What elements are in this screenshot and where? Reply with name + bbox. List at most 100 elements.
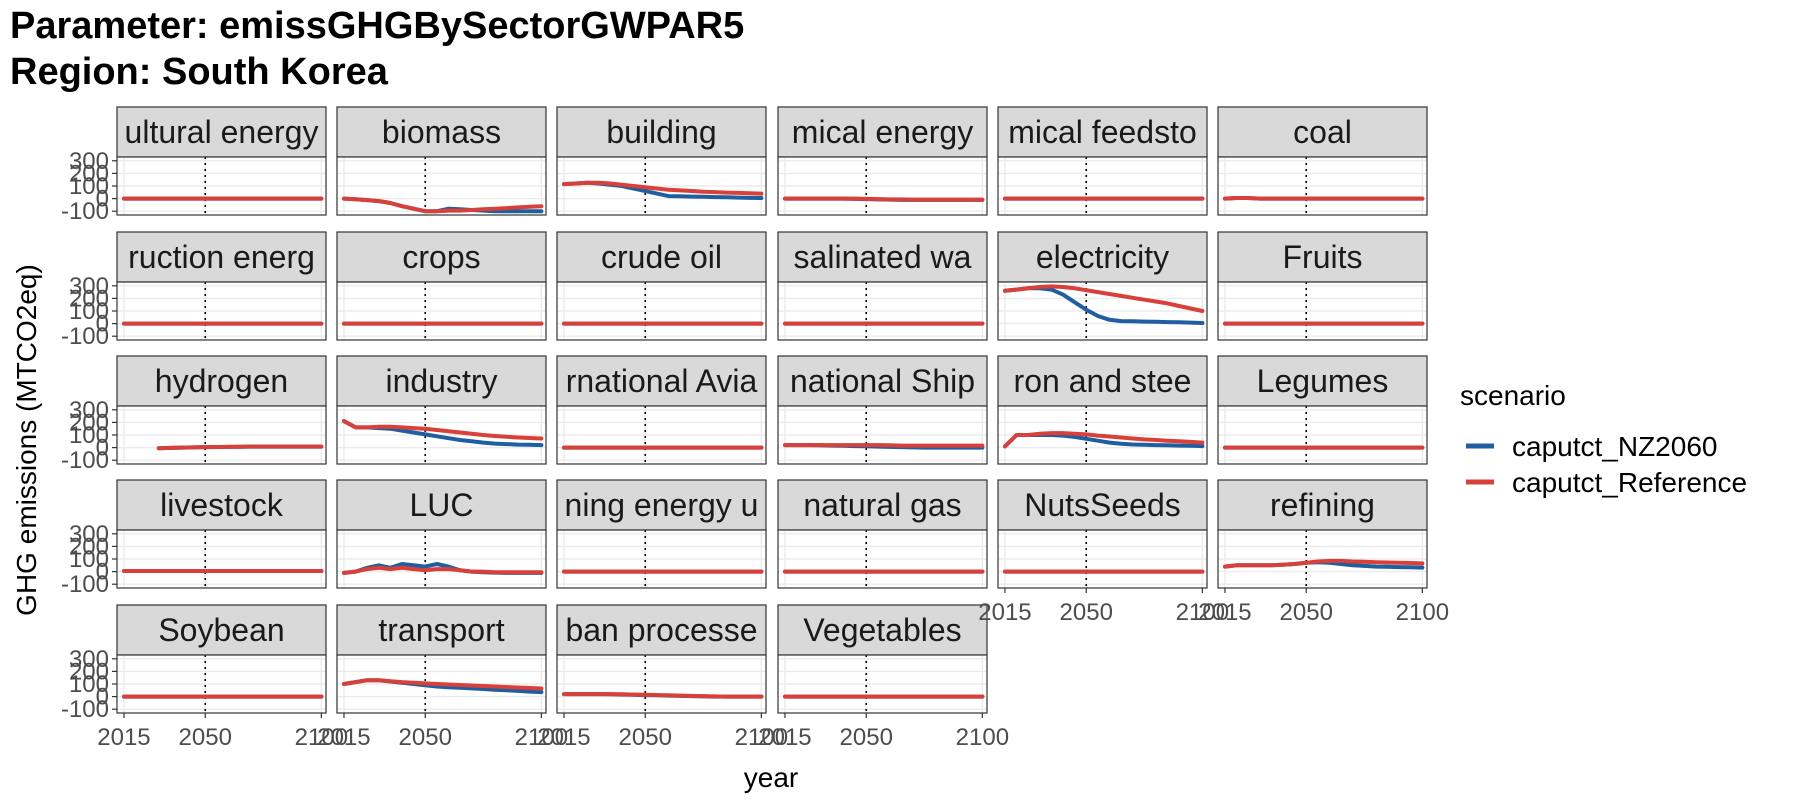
- series-line: [342, 565, 544, 575]
- plot-panel-border: [336, 654, 547, 714]
- y-tick-label: 100: [69, 422, 109, 449]
- x-tick-label: 2100: [1176, 599, 1229, 626]
- facet-panel: mical feedsto: [997, 106, 1208, 216]
- facet-panel: natural gas: [777, 479, 988, 589]
- facet-strip: [116, 479, 327, 531]
- facet-panel: crops: [336, 231, 547, 341]
- facet-panel: ning energy u: [556, 479, 767, 589]
- y-axis-title: GHG emissions (MTCO2eq): [11, 264, 42, 616]
- legend-label: caputct_NZ2060: [1512, 431, 1717, 462]
- plot-panel-border: [997, 281, 1208, 341]
- series-line: [1223, 196, 1425, 201]
- y-tick-label: -100: [61, 198, 109, 225]
- facet-strip-label: electricity: [1036, 239, 1169, 275]
- x-tick-label: 2015: [978, 599, 1031, 626]
- x-tick-label: 2100: [295, 724, 348, 751]
- x-tick-label: 2050: [399, 724, 452, 751]
- x-tick-label: 2050: [840, 724, 893, 751]
- plot-panel-border: [336, 281, 547, 341]
- facet-panel: LUC: [336, 479, 547, 589]
- facet-panel: NutsSeeds: [997, 479, 1208, 589]
- facet-panel: national Ship: [777, 355, 988, 465]
- legend-label: caputct_Reference: [1512, 467, 1747, 498]
- facet-strip-label: natural gas: [803, 487, 961, 523]
- facet-strip: [116, 604, 327, 656]
- y-tick-label: 0: [96, 559, 109, 586]
- facet-strip: [336, 231, 547, 283]
- facet-strip-label: biomass: [382, 114, 501, 150]
- y-tick-label: 100: [69, 671, 109, 698]
- plot-panel-border: [336, 156, 547, 216]
- x-tick-label: 2100: [515, 724, 568, 751]
- y-tick-label: 300: [69, 521, 109, 548]
- series-line: [783, 196, 985, 202]
- plot-panel-border: [556, 405, 767, 465]
- chart-title-line1: Parameter: emissGHGBySectorGWPAR5: [10, 5, 744, 47]
- x-tick-label: 2050: [1060, 599, 1113, 626]
- facet-panel: rnational Avia: [556, 355, 767, 465]
- facet-strip-label: Fruits: [1283, 239, 1363, 275]
- facet-strip-label: industry: [385, 363, 497, 399]
- legend-title: scenario: [1460, 380, 1566, 411]
- plot-panel-border: [556, 654, 767, 714]
- y-tick-label: 0: [96, 186, 109, 213]
- facet-strip-label: ruction energ: [128, 239, 315, 275]
- facet-strip-label: coal: [1293, 114, 1352, 150]
- plot-panel-border: [556, 529, 767, 589]
- facet-strip: [336, 355, 547, 407]
- plot-panel-border: [777, 529, 988, 589]
- y-tick-label: 200: [69, 160, 109, 187]
- facet-strip-label: transport: [378, 612, 504, 648]
- plot-panel-border: [997, 156, 1208, 216]
- facet-strip: [1217, 106, 1428, 158]
- y-tick-label: -100: [61, 696, 109, 723]
- facet-strip: [116, 231, 327, 283]
- plot-panel-border: [556, 281, 767, 341]
- y-tick-label: 100: [69, 298, 109, 325]
- facet-strip: [1217, 231, 1428, 283]
- series-line: [1223, 558, 1425, 569]
- x-tick-label: 2015: [537, 724, 590, 751]
- facet-panel: electricity: [997, 231, 1208, 341]
- facet-panel: industry: [336, 355, 547, 465]
- plot-panel-border: [997, 405, 1208, 465]
- facet-strip: [336, 479, 547, 531]
- plot-panel-border: [1217, 156, 1428, 216]
- facet-strip: [556, 106, 767, 158]
- facet-strip-label: hydrogen: [155, 363, 288, 399]
- y-tick-label: 300: [69, 646, 109, 673]
- facet-panel: refining: [1217, 479, 1428, 589]
- legend: scenario caputct_NZ2060 caputct_Reference: [1460, 380, 1747, 498]
- x-tick-label: 2015: [317, 724, 370, 751]
- facet-strip: [556, 604, 767, 656]
- facet-strip-label: salinated wa: [794, 239, 972, 275]
- y-tick-label: 0: [96, 435, 109, 462]
- plot-panel-border: [777, 405, 988, 465]
- y-tick-label: -100: [61, 447, 109, 474]
- facet-panel: Legumes: [1217, 355, 1428, 465]
- facet-panel: salinated wa: [777, 231, 988, 341]
- series-line: [342, 419, 544, 441]
- facet-strip: [1217, 355, 1428, 407]
- facet-strip: [336, 604, 547, 656]
- y-tick-label: 100: [69, 546, 109, 573]
- facet-strip: [556, 355, 767, 407]
- x-tick-label: 2015: [758, 724, 811, 751]
- facet-strip-label: ron and stee: [1014, 363, 1192, 399]
- y-tick-label: 100: [69, 173, 109, 200]
- facet-strip-label: NutsSeeds: [1024, 487, 1181, 523]
- facet-strip: [116, 106, 327, 158]
- facet-strip-label: mical energy: [792, 114, 973, 150]
- facet-strip-label: Vegetables: [803, 612, 961, 648]
- y-tick-label: 0: [96, 311, 109, 338]
- facet-strip-label: mical feedsto: [1008, 114, 1197, 150]
- facet-strip-label: Legumes: [1257, 363, 1389, 399]
- series-line: [342, 196, 544, 214]
- series-line: [156, 444, 324, 451]
- series-line: [1003, 284, 1205, 313]
- facet-strip-label: crops: [402, 239, 480, 275]
- plot-panel-border: [777, 156, 988, 216]
